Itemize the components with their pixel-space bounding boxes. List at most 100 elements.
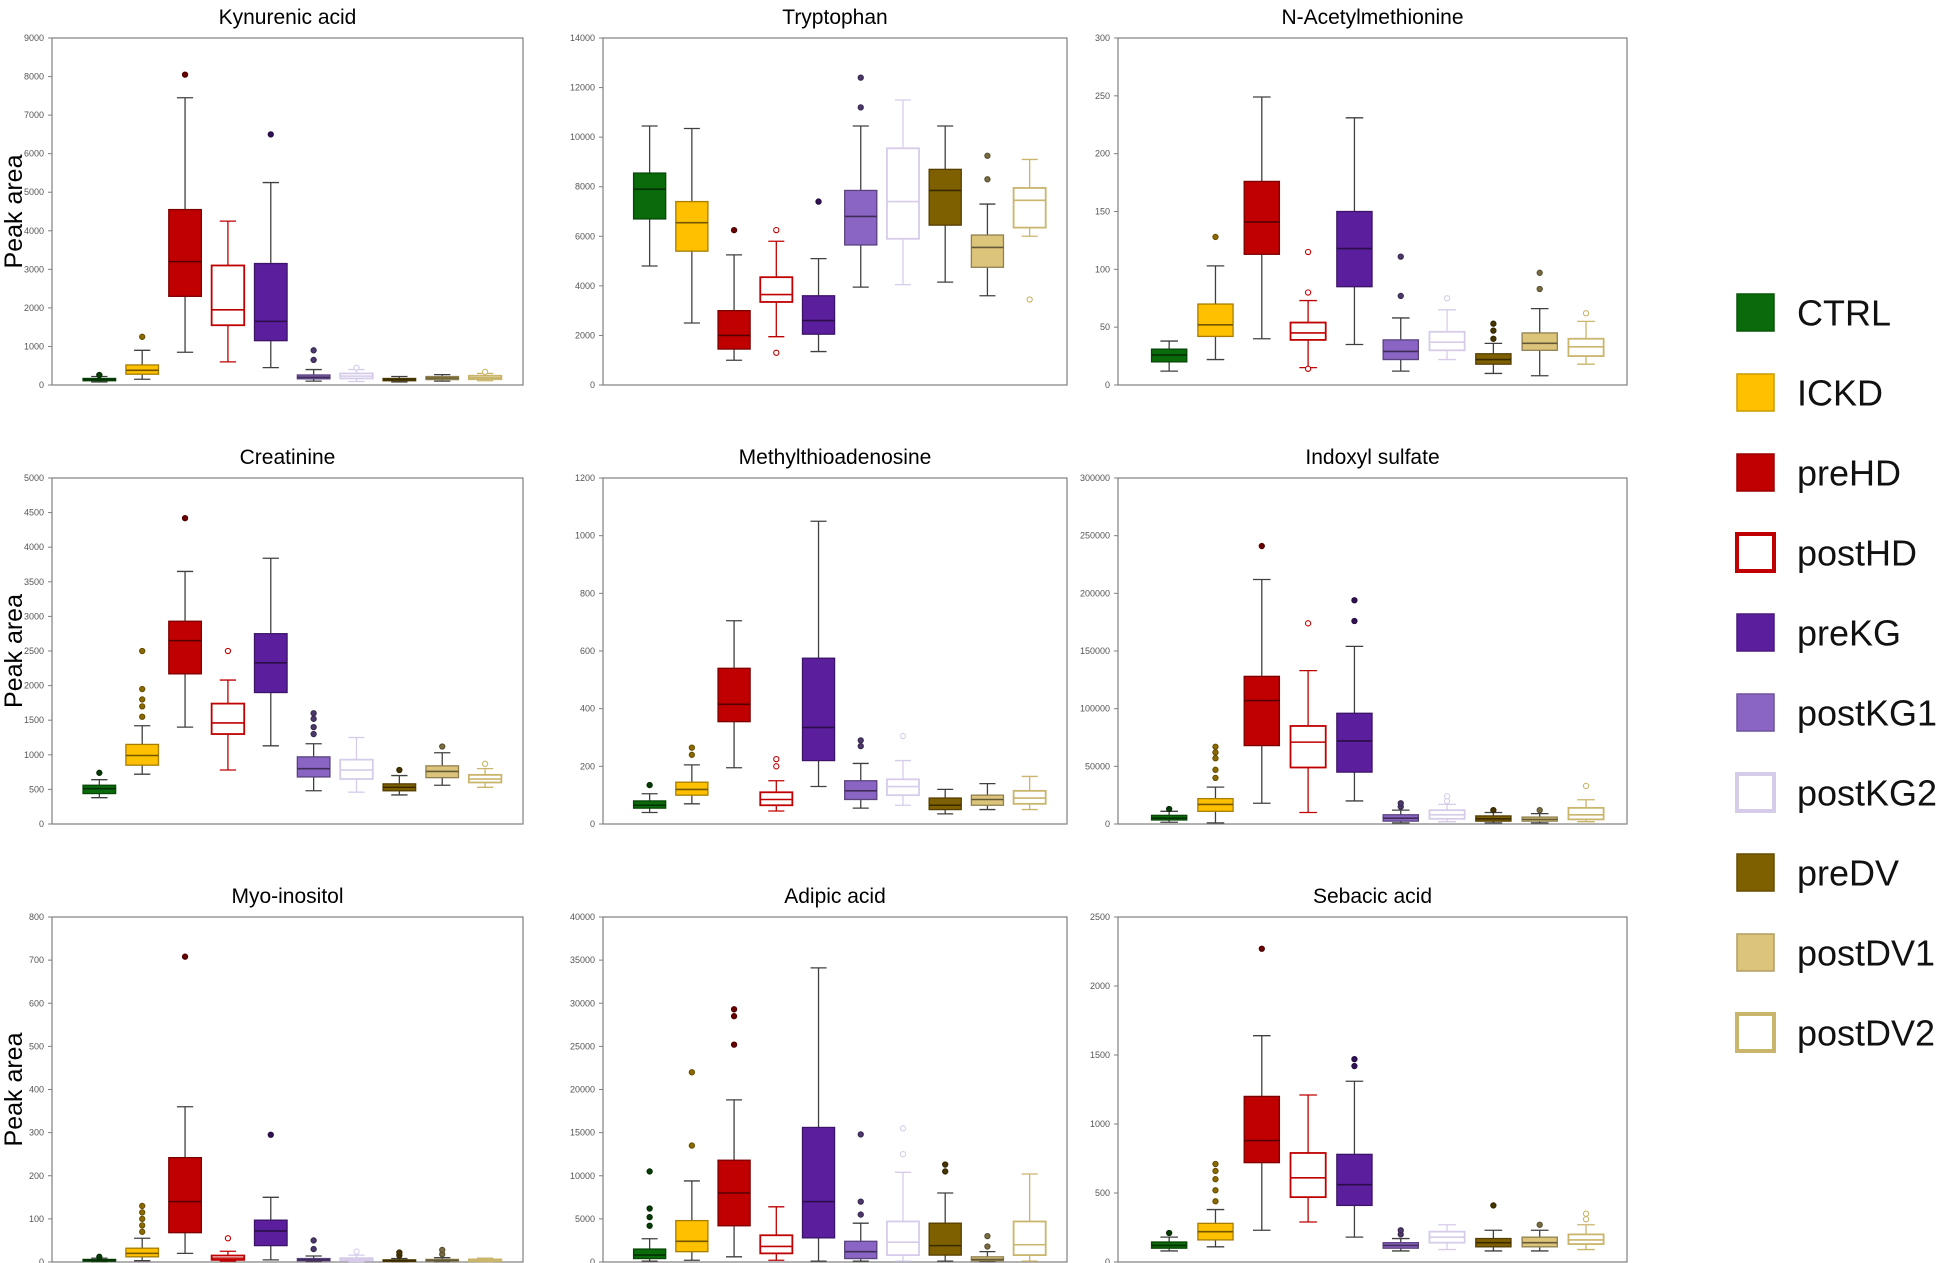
y-tick-label: 100 bbox=[1095, 264, 1110, 274]
outlier-point bbox=[773, 763, 780, 770]
y-tick-label: 9000 bbox=[24, 33, 44, 43]
iqr-box bbox=[970, 234, 1005, 268]
outlier-point bbox=[1536, 807, 1543, 814]
panel-title: N-Acetylmethionine bbox=[1281, 6, 1463, 29]
y-tick-label: 2000 bbox=[24, 303, 44, 313]
y-tick-label: 14000 bbox=[570, 33, 595, 43]
outlier-point bbox=[310, 723, 317, 731]
iqr-box bbox=[168, 208, 202, 297]
outlier-point bbox=[773, 755, 780, 763]
panel-title: Myo-inositol bbox=[231, 885, 343, 908]
outlier-point bbox=[1536, 1221, 1543, 1228]
plot-frame bbox=[51, 37, 524, 386]
outlier-point bbox=[139, 647, 146, 655]
box-predv bbox=[928, 788, 962, 815]
outlier-point bbox=[773, 226, 780, 234]
box-postkg1 bbox=[296, 1237, 331, 1263]
box-prehd bbox=[168, 514, 202, 728]
outlier-point bbox=[646, 1222, 653, 1229]
box-postdv2 bbox=[1012, 775, 1047, 811]
box-prekg bbox=[1336, 597, 1373, 802]
box-postkg2 bbox=[1428, 295, 1466, 361]
y-tick-label: 50000 bbox=[1085, 761, 1110, 771]
iqr-box bbox=[675, 1219, 709, 1253]
outlier-point bbox=[1304, 620, 1312, 627]
outlier-point bbox=[857, 737, 864, 744]
iqr-box bbox=[1197, 303, 1234, 338]
box-prekg bbox=[253, 557, 288, 747]
y-tick-label: 15000 bbox=[570, 1128, 595, 1138]
box-postkg1 bbox=[1382, 800, 1420, 824]
iqr-box bbox=[632, 172, 667, 220]
box-ickd bbox=[125, 333, 160, 380]
legend-swatch bbox=[1736, 373, 1775, 412]
iqr-box bbox=[801, 1126, 836, 1239]
outlier-point bbox=[1490, 335, 1497, 342]
legend-item-posthd: postHD bbox=[1735, 532, 1917, 574]
box-postkg1 bbox=[296, 347, 331, 382]
y-tick-label: 4000 bbox=[575, 281, 595, 291]
iqr-box bbox=[759, 276, 794, 303]
outlier-point bbox=[96, 371, 103, 379]
y-tick-label: 0 bbox=[39, 819, 44, 829]
outlier-point bbox=[1443, 295, 1451, 302]
outlier-point bbox=[310, 715, 317, 722]
outlier-point bbox=[139, 1209, 146, 1216]
box-postdv2 bbox=[1012, 158, 1047, 303]
outlier-point bbox=[1490, 1202, 1497, 1209]
iqr-box bbox=[210, 702, 246, 735]
iqr-box bbox=[1567, 806, 1605, 821]
legend-item-postdv2: postDV2 bbox=[1735, 1012, 1935, 1054]
y-tick-label: 8000 bbox=[24, 72, 44, 82]
box-predv bbox=[928, 1161, 962, 1262]
box-postdv1 bbox=[970, 152, 1005, 297]
box-prehd bbox=[1243, 945, 1281, 1231]
box-postkg1 bbox=[844, 737, 878, 809]
iqr-box bbox=[675, 200, 709, 252]
y-tick-label: 4500 bbox=[24, 508, 44, 518]
legend-item-postkg2: postKG2 bbox=[1735, 772, 1937, 814]
outlier-point bbox=[181, 953, 189, 960]
y-tick-label: 300 bbox=[1095, 33, 1110, 43]
outlier-point bbox=[1212, 755, 1219, 762]
box-postkg2 bbox=[1428, 793, 1466, 823]
panel-title: Sebacic acid bbox=[1313, 885, 1432, 908]
legend-label: postKG1 bbox=[1797, 693, 1937, 734]
y-tick-label: 4000 bbox=[24, 542, 44, 552]
box-postdv1 bbox=[1521, 269, 1558, 377]
box-postkg1 bbox=[296, 710, 331, 792]
box-postdv2 bbox=[1567, 310, 1605, 365]
outlier-point bbox=[1397, 1227, 1404, 1234]
outlier-point bbox=[1212, 1198, 1219, 1205]
y-tick-label: 1000 bbox=[24, 341, 44, 351]
iqr-box bbox=[1382, 339, 1420, 361]
y-tick-label: 500 bbox=[29, 784, 44, 794]
outlier-point bbox=[857, 104, 864, 111]
outlier-point bbox=[1258, 945, 1265, 952]
outlier-point bbox=[1351, 597, 1358, 604]
legend-swatch bbox=[1736, 853, 1775, 892]
outlier-point bbox=[96, 1253, 103, 1260]
iqr-box bbox=[632, 1248, 667, 1260]
box-posthd bbox=[1289, 1094, 1327, 1223]
legend-swatch bbox=[1736, 933, 1775, 972]
box-ctrl bbox=[82, 371, 117, 383]
outlier-point bbox=[857, 1211, 864, 1218]
legend-item-predv: preDV bbox=[1736, 853, 1899, 894]
legend-label: postDV1 bbox=[1797, 933, 1935, 974]
legend-swatch bbox=[1736, 613, 1775, 652]
box-postkg2 bbox=[886, 1125, 920, 1262]
outlier-point bbox=[1351, 617, 1358, 625]
box-ickd bbox=[1197, 1160, 1234, 1248]
legend-swatch bbox=[1735, 772, 1776, 813]
y-tick-label: 400 bbox=[580, 704, 595, 714]
panel-tryptophan: Tryptophan 0 2000 4000 6000 8000 10000 12000 140… bbox=[570, 6, 1068, 390]
legend-swatch bbox=[1735, 1012, 1776, 1053]
y-tick-label: 25000 bbox=[570, 1041, 595, 1051]
box-prekg bbox=[801, 198, 836, 353]
box-prehd bbox=[717, 1006, 751, 1258]
box-predv bbox=[1475, 807, 1512, 824]
outlier-point bbox=[899, 1151, 907, 1158]
panel-myo-inositol: Myo-inositol Peak area 0 100 200 300 400 500 600… bbox=[0, 885, 524, 1263]
y-tick-label: 300 bbox=[29, 1128, 44, 1138]
